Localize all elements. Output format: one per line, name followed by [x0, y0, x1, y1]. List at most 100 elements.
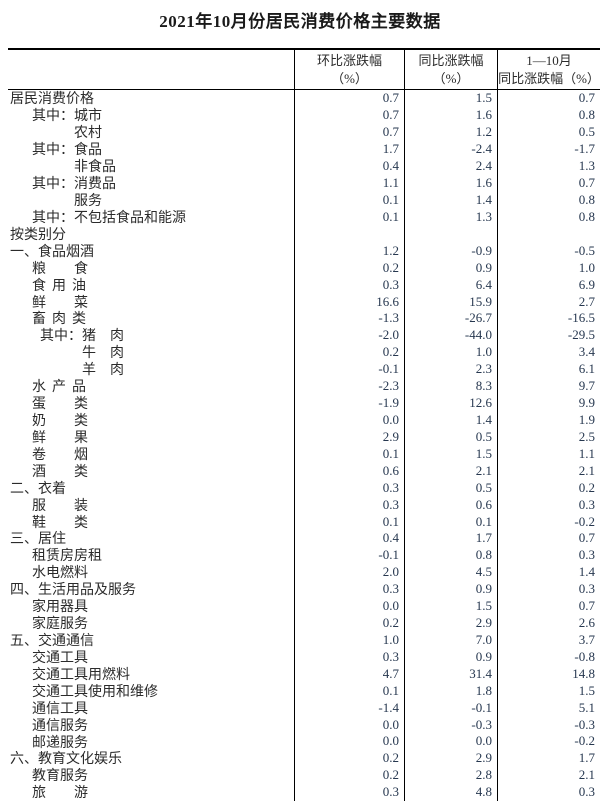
cell-ytd: 6.9 [497, 276, 600, 294]
cell-ytd: 2.6 [497, 614, 600, 632]
row-label: 鲜 菜 [32, 295, 88, 310]
header-line: 同比涨跌幅 [418, 52, 484, 68]
row-label: 服务 [74, 194, 102, 209]
cell-ytd: 2.7 [497, 293, 600, 310]
table-row: 畜肉类 -1.3 -26.7 -16.5 [8, 309, 600, 327]
cell-ytd: -0.5 [497, 242, 600, 260]
row-label: 家庭服务 [32, 617, 88, 632]
table-row: 其中：消费品 1.1 1.6 0.7 [8, 174, 600, 192]
table-row: 三、居住 0.4 1.7 0.7 [8, 529, 600, 547]
cell-ytd: 1.0 [497, 259, 600, 277]
cell-yoy: 1.5 [404, 445, 497, 463]
row-label: 其中：不包括食品和能源 [32, 210, 186, 226]
cell-mom: 0.2 [294, 614, 404, 632]
cell-ytd: -29.5 [497, 326, 600, 344]
cell-yoy: 0.9 [404, 580, 497, 598]
table-row: 其中：猪 肉 -2.0 -44.0 -29.5 [8, 326, 600, 344]
header-line: 1—10月 [526, 52, 572, 68]
table-row: 服务 0.1 1.4 0.8 [8, 191, 600, 209]
table-row: 服 装 0.3 0.6 0.3 [8, 496, 600, 514]
cell-mom: 0.1 [294, 445, 404, 463]
cell-ytd: 0.8 [497, 208, 600, 226]
table-body: 居民消费价格 0.7 1.5 0.7 其中：城市 0.7 1.6 0.8 农村 0.7 1.2 0.5… [8, 90, 600, 801]
cell-mom: 0.4 [294, 529, 404, 547]
row-label: 教育服务 [32, 769, 88, 784]
cell-ytd: -0.2 [497, 513, 600, 530]
table-row: 羊 肉 -0.1 2.3 6.1 [8, 360, 600, 378]
cell-mom: 4.7 [294, 665, 404, 683]
cell-mom: -2.0 [294, 326, 404, 344]
cell-ytd: 5.1 [497, 699, 600, 717]
cell-mom: 1.7 [294, 140, 404, 158]
table-row: 鲜 果 2.9 0.5 2.5 [8, 428, 600, 446]
cell-mom: 1.2 [294, 242, 404, 260]
row-label: 通信服务 [32, 718, 88, 734]
cell-mom: 0.0 [294, 733, 404, 750]
row-label: 一、食品烟酒 [10, 244, 94, 260]
cell-ytd: 0.7 [497, 529, 600, 547]
cell-yoy: 1.7 [404, 529, 497, 547]
table-row: 家用器具 0.0 1.5 0.7 [8, 597, 600, 615]
table-row: 二、衣着 0.3 0.5 0.2 [8, 479, 600, 497]
cell-mom: 0.6 [294, 462, 404, 480]
row-label: 按类别分 [10, 227, 66, 243]
cell-yoy: -0.3 [404, 716, 497, 734]
header-cell-ytd-yoy-change: 1—10月 同比涨跌幅（%） [497, 50, 600, 89]
table-row: 租赁房房租 -0.1 0.8 0.3 [8, 546, 600, 564]
row-label: 其中：城市 [32, 109, 102, 124]
cell-yoy: 2.9 [404, 749, 497, 767]
row-label: 食用油 [32, 278, 92, 294]
table-row: 水产品 -2.3 8.3 9.7 [8, 377, 600, 395]
table-row: 六、教育文化娱乐 0.2 2.9 1.7 [8, 749, 600, 767]
cell-yoy: 2.1 [404, 462, 497, 480]
cell-mom: 0.2 [294, 259, 404, 277]
cell-mom: 0.2 [294, 343, 404, 361]
table-row: 奶 类 0.0 1.4 1.9 [8, 411, 600, 429]
row-label: 交通工具用燃料 [32, 667, 130, 683]
cell-yoy: 31.4 [404, 665, 497, 683]
table-row: 家庭服务 0.2 2.9 2.6 [8, 614, 600, 632]
cell-mom: 0.7 [294, 123, 404, 141]
cell-yoy: 0.1 [404, 513, 497, 530]
page-title: 2021年10月份居民消费价格主要数据 [159, 12, 441, 31]
cell-ytd: 0.3 [497, 496, 600, 514]
cell-mom: 0.0 [294, 597, 404, 615]
cell-ytd: -0.8 [497, 648, 600, 666]
row-label: 交通工具使用和维修 [32, 684, 158, 700]
cell-mom: 0.3 [294, 580, 404, 598]
table-row: 交通工具 0.3 0.9 -0.8 [8, 648, 600, 666]
row-label: 其中：猪 肉 [40, 329, 124, 344]
cpi-data-table: 环比涨跌幅 （%） 同比涨跌幅 （%） 1—10月 同比涨跌幅（%） 居民消费价… [8, 48, 600, 801]
row-label: 卷 烟 [32, 447, 88, 463]
row-label: 非食品 [74, 160, 116, 175]
row-label: 四、生活用品及服务 [10, 583, 136, 598]
cell-mom: 0.1 [294, 191, 404, 209]
row-label: 三、居住 [10, 532, 66, 547]
cell-yoy: 8.3 [404, 377, 497, 395]
cell-ytd: 1.1 [497, 445, 600, 463]
cell-yoy: 0.5 [404, 428, 497, 446]
cell-yoy: 0.9 [404, 259, 497, 277]
cell-ytd: 0.3 [497, 546, 600, 564]
cell-yoy: 2.9 [404, 614, 497, 632]
cell-mom: 0.7 [294, 106, 404, 124]
cell-ytd: 9.7 [497, 377, 600, 395]
cell-mom: -0.1 [294, 546, 404, 564]
cell-mom: 0.4 [294, 157, 404, 175]
row-label: 酒 类 [32, 464, 88, 480]
table-row: 卷 烟 0.1 1.5 1.1 [8, 445, 600, 463]
row-label: 畜肉类 [32, 312, 92, 327]
cell-yoy: 1.5 [404, 597, 497, 615]
cell-ytd: -1.7 [497, 140, 600, 158]
cell-mom: 0.1 [294, 208, 404, 226]
row-label: 蛋 类 [32, 397, 88, 412]
cell-mom: 0.1 [294, 513, 404, 530]
cell-yoy: 15.9 [404, 293, 497, 310]
table-row: 居民消费价格 0.7 1.5 0.7 [8, 90, 600, 107]
header-cell-mom-change: 环比涨跌幅 （%） [294, 50, 404, 89]
cell-ytd: -0.3 [497, 716, 600, 734]
cell-yoy: 6.4 [404, 276, 497, 294]
cell-ytd: 14.8 [497, 665, 600, 683]
table-row: 通信工具 -1.4 -0.1 5.1 [8, 699, 600, 717]
cell-mom: 0.3 [294, 479, 404, 497]
